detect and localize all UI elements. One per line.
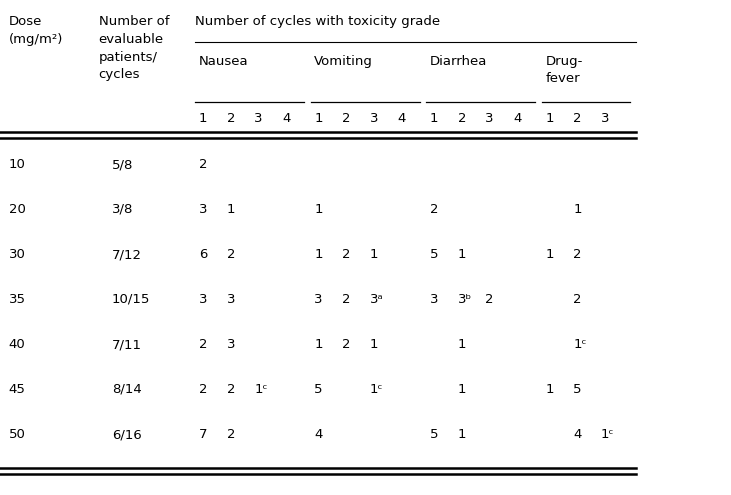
- Text: 2: 2: [227, 428, 235, 441]
- Text: 2: 2: [199, 338, 208, 351]
- Text: 1: 1: [545, 248, 554, 261]
- Text: 1: 1: [545, 112, 554, 125]
- Text: 2: 2: [199, 158, 208, 171]
- Text: 3: 3: [370, 112, 379, 125]
- Text: 2: 2: [485, 293, 494, 306]
- Text: 2: 2: [342, 112, 351, 125]
- Text: 20: 20: [9, 203, 26, 216]
- Text: (mg/m²): (mg/m²): [9, 33, 63, 46]
- Text: 1: 1: [314, 248, 323, 261]
- Text: 1: 1: [545, 383, 554, 396]
- Text: 4: 4: [513, 112, 521, 125]
- Text: 3: 3: [430, 293, 439, 306]
- Text: 1: 1: [314, 338, 323, 351]
- Text: 4: 4: [314, 428, 322, 441]
- Text: 35: 35: [9, 293, 26, 306]
- Text: cycles: cycles: [99, 68, 140, 81]
- Text: 7/12: 7/12: [112, 248, 142, 261]
- Text: 1: 1: [370, 248, 379, 261]
- Text: 1ᶜ: 1ᶜ: [601, 428, 614, 441]
- Text: 5/8: 5/8: [112, 158, 133, 171]
- Text: 1: 1: [370, 338, 379, 351]
- Text: 2: 2: [342, 248, 351, 261]
- Text: 3/8: 3/8: [112, 203, 133, 216]
- Text: 2: 2: [227, 112, 235, 125]
- Text: 5: 5: [573, 383, 582, 396]
- Text: 1ᶜ: 1ᶜ: [573, 338, 586, 351]
- Text: 1: 1: [314, 203, 323, 216]
- Text: Dose: Dose: [9, 15, 42, 28]
- Text: Number of: Number of: [99, 15, 169, 28]
- Text: 2: 2: [227, 383, 235, 396]
- Text: 4: 4: [282, 112, 290, 125]
- Text: 2: 2: [573, 112, 582, 125]
- Text: 7/11: 7/11: [112, 338, 142, 351]
- Text: patients/: patients/: [99, 51, 158, 64]
- Text: 3: 3: [601, 112, 610, 125]
- Text: 3: 3: [254, 112, 263, 125]
- Text: 3ᵃ: 3ᵃ: [370, 293, 384, 306]
- Text: 1: 1: [227, 203, 235, 216]
- Text: 3ᵇ: 3ᵇ: [458, 293, 471, 306]
- Text: 5: 5: [430, 248, 439, 261]
- Text: Drug-: Drug-: [545, 55, 583, 68]
- Text: 1ᶜ: 1ᶜ: [254, 383, 268, 396]
- Text: 5: 5: [314, 383, 323, 396]
- Text: 40: 40: [9, 338, 26, 351]
- Text: 1: 1: [458, 338, 466, 351]
- Text: 1: 1: [458, 383, 466, 396]
- Text: Number of cycles with toxicity grade: Number of cycles with toxicity grade: [195, 15, 440, 28]
- Text: 5: 5: [430, 428, 439, 441]
- Text: 1: 1: [430, 112, 439, 125]
- Text: 3: 3: [227, 338, 235, 351]
- Text: 6: 6: [199, 248, 207, 261]
- Text: 3: 3: [485, 112, 494, 125]
- Text: fever: fever: [545, 72, 580, 85]
- Text: 3: 3: [199, 293, 208, 306]
- Text: 1: 1: [199, 112, 208, 125]
- Text: 3: 3: [314, 293, 323, 306]
- Text: 50: 50: [9, 428, 26, 441]
- Text: 7: 7: [199, 428, 208, 441]
- Text: 1: 1: [458, 428, 466, 441]
- Text: Vomiting: Vomiting: [314, 55, 374, 68]
- Text: 8/14: 8/14: [112, 383, 142, 396]
- Text: 2: 2: [342, 293, 351, 306]
- Text: 30: 30: [9, 248, 26, 261]
- Text: 1: 1: [458, 248, 466, 261]
- Text: 1: 1: [314, 112, 323, 125]
- Text: 2: 2: [227, 248, 235, 261]
- Text: 2: 2: [342, 338, 351, 351]
- Text: 3: 3: [227, 293, 235, 306]
- Text: Nausea: Nausea: [199, 55, 249, 68]
- Text: 1ᶜ: 1ᶜ: [370, 383, 383, 396]
- Text: 10/15: 10/15: [112, 293, 150, 306]
- Text: 6/16: 6/16: [112, 428, 142, 441]
- Text: 1: 1: [573, 203, 582, 216]
- Text: 3: 3: [199, 203, 208, 216]
- Text: 2: 2: [573, 293, 582, 306]
- Text: Diarrhea: Diarrhea: [430, 55, 487, 68]
- Text: 2: 2: [430, 203, 439, 216]
- Text: 10: 10: [9, 158, 26, 171]
- Text: 2: 2: [199, 383, 208, 396]
- Text: 4: 4: [573, 428, 581, 441]
- Text: 2: 2: [458, 112, 466, 125]
- Text: evaluable: evaluable: [99, 33, 164, 46]
- Text: 2: 2: [573, 248, 582, 261]
- Text: 4: 4: [398, 112, 406, 125]
- Text: 45: 45: [9, 383, 26, 396]
